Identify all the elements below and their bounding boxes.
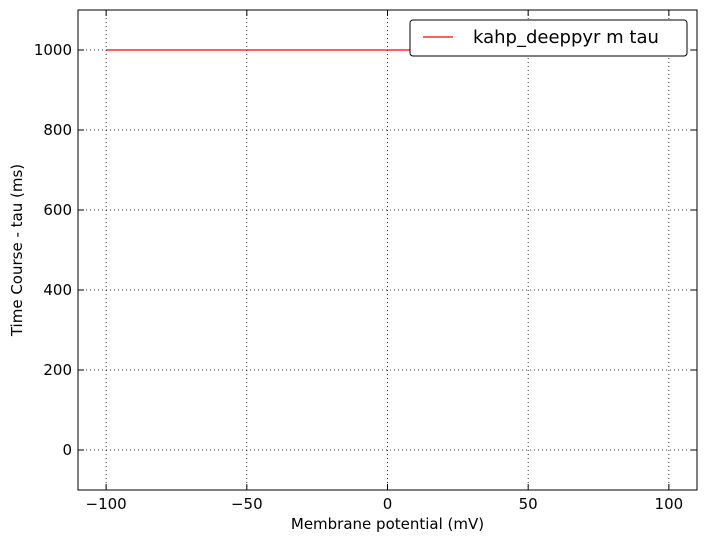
- y-tick-label: 200: [43, 361, 72, 379]
- x-tick-label: 50: [519, 495, 538, 513]
- legend: kahp_deeppyr m tau: [409, 19, 688, 57]
- x-tick-label: 0: [383, 495, 393, 513]
- x-axis-label: Membrane potential (mV): [291, 515, 484, 533]
- y-tick-label: 0: [62, 441, 72, 459]
- y-tick-label: 400: [43, 281, 72, 299]
- legend-label: kahp_deeppyr m tau: [473, 27, 659, 48]
- x-tick-label: −50: [231, 495, 263, 513]
- y-tick-label: 600: [43, 201, 72, 219]
- x-tick-label: 100: [655, 495, 684, 513]
- grid-lines: [78, 10, 697, 490]
- x-tick-label: −100: [86, 495, 127, 513]
- y-tick-label: 1000: [34, 41, 72, 59]
- y-tick-label: 800: [43, 121, 72, 139]
- y-axis-label: Time Course - tau (ms): [8, 164, 26, 337]
- legend-box: [409, 19, 688, 57]
